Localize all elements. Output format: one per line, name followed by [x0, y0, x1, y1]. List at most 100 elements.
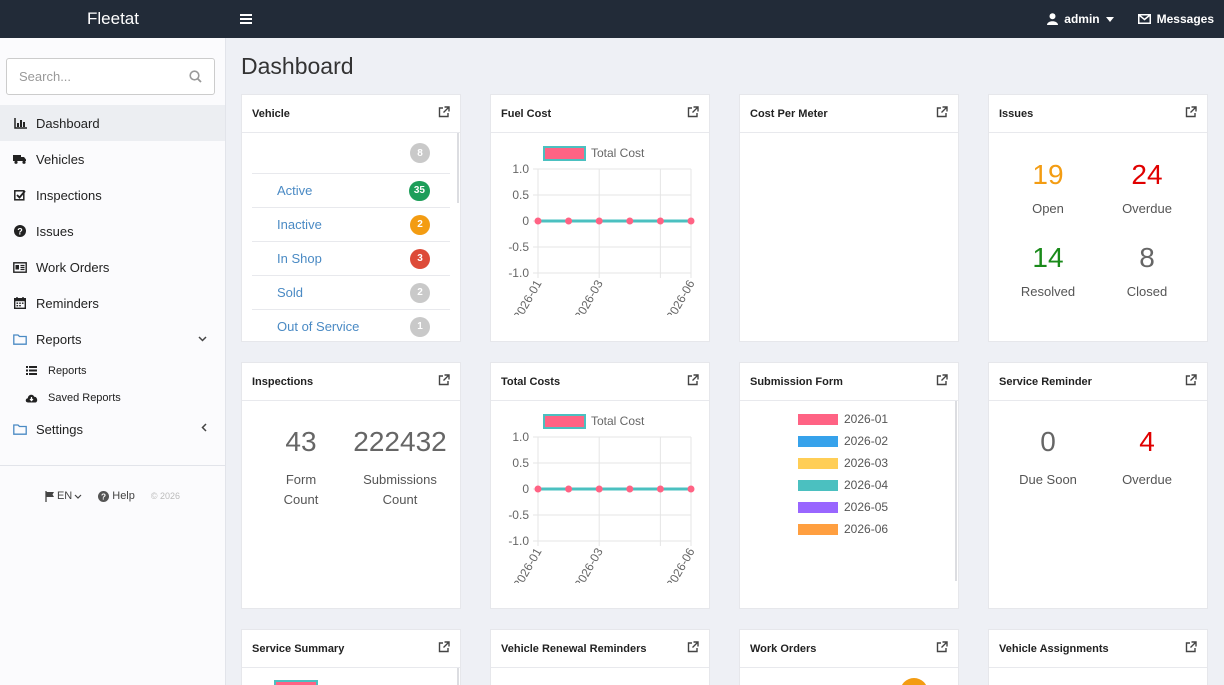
count-badge: 2 [410, 214, 430, 235]
user-menu[interactable]: admin [1047, 12, 1114, 26]
sidebar-item-issues[interactable]: ? Issues [0, 213, 225, 249]
y-tick-label: 0.5 [512, 456, 529, 470]
legend-item[interactable]: 2026-02 [798, 430, 888, 452]
x-tick-label: 2026-01 [510, 545, 544, 583]
legend-label: 2026-06 [844, 522, 889, 536]
search-icon[interactable] [189, 70, 202, 83]
external-link-icon[interactable] [687, 374, 699, 389]
stat-label: Closed [1126, 284, 1168, 299]
data-point [534, 217, 542, 225]
sidebar-item-dashboard[interactable]: Dashboard [0, 105, 225, 141]
y-tick-label: 1.0 [512, 162, 529, 176]
copyright-text: © 2026 [150, 491, 181, 501]
stat-label: Open [1032, 201, 1064, 216]
data-point [565, 217, 573, 225]
external-link-icon[interactable] [438, 641, 450, 656]
main-content: Dashboard Vehicle 8 Active 35 Inactive 2 I… [226, 38, 1224, 685]
external-link-icon[interactable] [936, 106, 948, 121]
submission-form-card: Submission Form 2026-01 2026-02 2026-03 … [739, 362, 959, 609]
y-tick-label: -1.0 [508, 534, 529, 548]
bar-chart-icon [12, 117, 28, 129]
stat-value: 19 [1032, 159, 1064, 190]
sidebar-item-reminders[interactable]: Reminders [0, 285, 225, 321]
sidebar-item-reports[interactable]: Reports [0, 321, 225, 357]
external-link-icon[interactable] [1185, 106, 1197, 121]
y-tick-label: -0.5 [508, 240, 529, 254]
help-link[interactable]: ? Help [98, 490, 135, 502]
vehicle-status-in-shop[interactable]: In Shop 3 [252, 242, 450, 276]
overdue-stat[interactable]: 4 Overdue [1097, 426, 1197, 490]
language-selector[interactable]: EN [45, 490, 82, 502]
sidebar-item-settings[interactable]: Settings [0, 411, 225, 447]
status-label: Active [277, 183, 313, 198]
cost-per-meter-card: Cost Per Meter [739, 94, 959, 342]
issues-overdue-stat[interactable]: 24 Overdue [1097, 159, 1197, 219]
external-link-icon[interactable] [936, 374, 948, 389]
legend-swatch [543, 414, 586, 429]
search-input[interactable]: Search... [6, 58, 215, 95]
y-tick-label: -1.0 [508, 266, 529, 280]
sidebar-item-label: Reminders [36, 295, 99, 311]
legend-label: 2026-01 [844, 412, 889, 426]
issues-closed-stat[interactable]: 8 Closed [1097, 242, 1197, 302]
external-link-icon[interactable] [438, 374, 450, 389]
external-link-icon[interactable] [438, 106, 450, 121]
sidebar-subitem-reports[interactable]: Reports [0, 357, 225, 384]
external-link-icon[interactable] [1185, 374, 1197, 389]
stat-value: 222432 [353, 426, 447, 457]
submissions-count-stat[interactable]: 222432 Submissions Count [350, 426, 450, 510]
sidebar-item-vehicles[interactable]: Vehicles [0, 141, 225, 177]
legend-item[interactable]: 2026-01 [798, 408, 888, 430]
app-brand[interactable]: Fleetat [0, 0, 226, 38]
external-link-icon[interactable] [936, 641, 948, 656]
id-card-icon [12, 261, 28, 273]
external-link-icon[interactable] [687, 641, 699, 656]
card-title: Vehicle Assignments [999, 642, 1109, 655]
issues-resolved-stat[interactable]: 14 Resolved [998, 242, 1098, 302]
sidebar-item-work-orders[interactable]: Work Orders [0, 249, 225, 285]
stat-label: Overdue [1122, 201, 1172, 216]
sidebar-item-label: Issues [36, 223, 74, 239]
sidebar-item-inspections[interactable]: Inspections [0, 177, 225, 213]
sidebar-subitem-saved-reports[interactable]: Saved Reports [0, 384, 225, 411]
legend-item[interactable]: 2026-05 [798, 496, 888, 518]
data-point [595, 217, 603, 225]
data-point [626, 217, 634, 225]
vehicle-status-active[interactable]: Active 35 [252, 174, 450, 208]
top-bar: admin Messages [226, 0, 1224, 38]
legend-item[interactable]: 2026-06 [798, 518, 888, 540]
legend-label: 2026-05 [844, 500, 889, 514]
count-badge: 1 [410, 316, 430, 337]
due-soon-stat[interactable]: 0 Due Soon [998, 426, 1098, 490]
sidebar-subitem-label: Reports [48, 364, 87, 377]
legend-label: Total Cost [591, 146, 645, 160]
menu-toggle-icon[interactable] [240, 14, 252, 24]
vehicle-assignments-card: Vehicle Assignments [988, 629, 1208, 685]
messages-link[interactable]: Messages [1137, 12, 1214, 26]
external-link-icon[interactable] [687, 106, 699, 121]
page-title: Dashboard [241, 53, 354, 79]
legend-item[interactable]: 2026-03 [798, 452, 888, 474]
legend-item[interactable]: 2026-04 [798, 474, 888, 496]
external-link-icon[interactable] [1185, 641, 1197, 656]
calendar-icon [12, 297, 28, 309]
stat-label: Form Count [283, 472, 319, 507]
card-title: Issues [999, 107, 1034, 120]
vehicle-status-inactive[interactable]: Inactive 2 [252, 208, 450, 242]
status-label: Out of Service [277, 319, 360, 334]
cloud-download-icon [24, 393, 38, 403]
submission-form-legend: 2026-01 2026-02 2026-03 2026-04 2026-05 … [798, 408, 888, 540]
user-name: admin [1064, 12, 1100, 26]
x-tick-label: 2026-01 [510, 277, 544, 315]
vehicle-status-out-of-service[interactable]: Out of Service 1 [252, 310, 450, 341]
data-point [565, 485, 573, 493]
work-orders-card: Work Orders [739, 629, 959, 685]
sidebar-footer: EN ? Help © 2026 [0, 465, 225, 502]
card-title: Service Summary [252, 642, 345, 655]
form-count-stat[interactable]: 43 Form Count [251, 426, 351, 510]
count-badge: 8 [410, 143, 430, 163]
issues-open-stat[interactable]: 19 Open [998, 159, 1098, 219]
x-tick-label: 2026-06 [663, 277, 697, 315]
vehicle-status-sold[interactable]: Sold 2 [252, 276, 450, 310]
